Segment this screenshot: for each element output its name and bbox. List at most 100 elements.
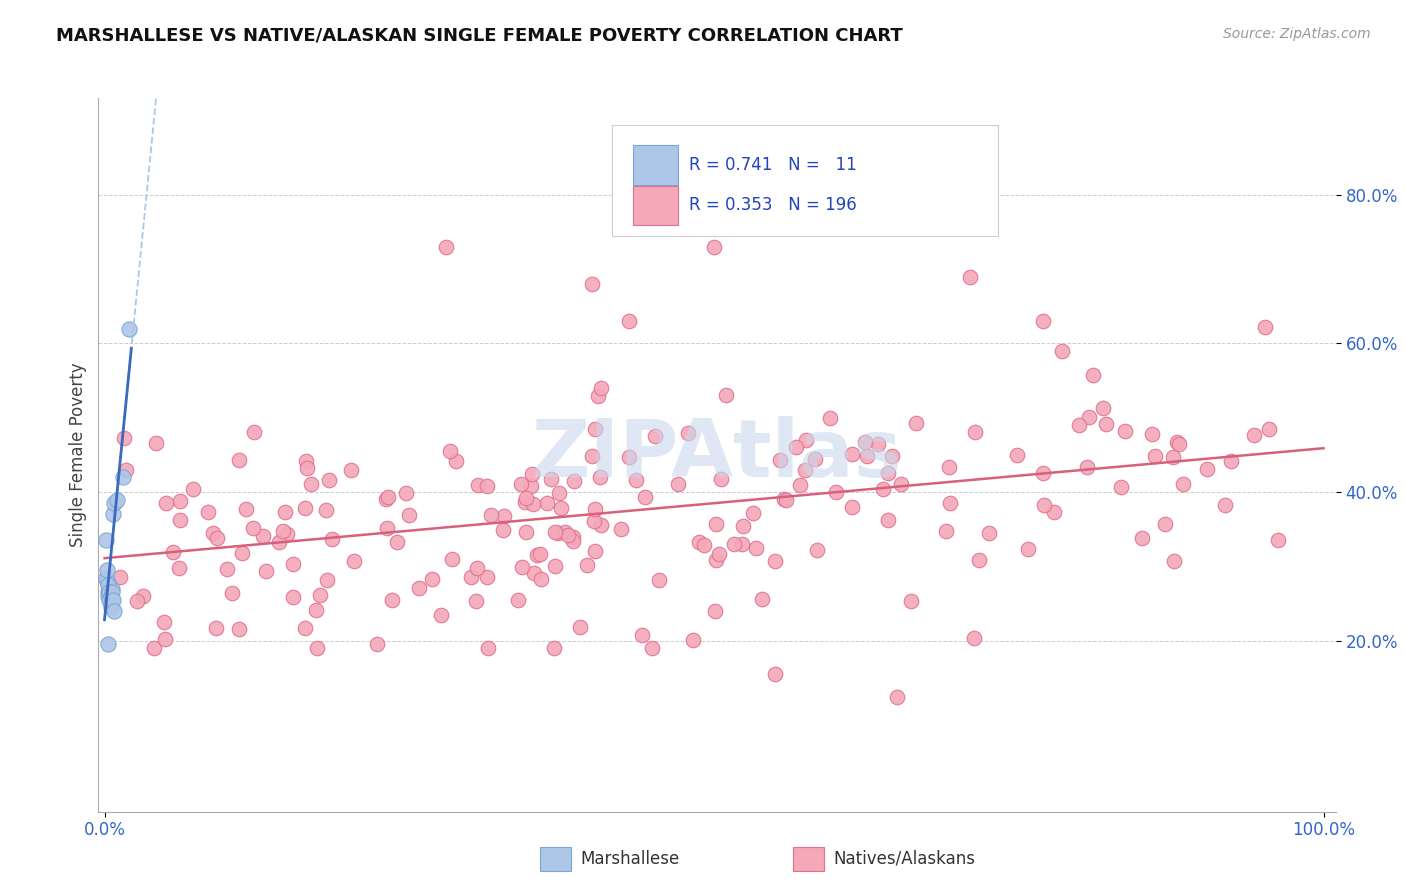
Point [890, 476, 912, 491]
Point [967, 553, 990, 567]
Point [1032, 314, 1054, 328]
Point [581, 449, 603, 463]
Point [97, 578, 120, 592]
Point [589, 470, 612, 484]
Point [1213, 498, 1236, 512]
Point [1166, 435, 1188, 450]
Point [1109, 480, 1132, 494]
Point [510, 477, 533, 491]
Point [529, 547, 551, 561]
Point [377, 490, 399, 504]
Point [98, 578, 121, 592]
Point [96, 574, 118, 589]
Point [105, 492, 128, 507]
Point [741, 506, 763, 520]
Point [103, 496, 125, 510]
Point [243, 425, 266, 440]
Point [269, 535, 291, 549]
Point [101, 508, 124, 522]
Point [610, 522, 633, 536]
Point [1076, 460, 1098, 475]
Point [1163, 554, 1185, 568]
Point [745, 541, 768, 555]
Point [589, 517, 612, 532]
Point [132, 589, 155, 603]
Point [723, 536, 745, 550]
Point [877, 512, 900, 526]
Point [550, 501, 572, 516]
Point [641, 641, 664, 656]
Point [506, 592, 529, 607]
Point [544, 558, 567, 573]
Point [624, 474, 647, 488]
Point [202, 526, 225, 541]
Point [430, 607, 453, 622]
Point [98, 592, 121, 607]
Point [439, 443, 461, 458]
Point [1258, 422, 1281, 436]
Point [900, 594, 922, 608]
Point [547, 525, 569, 540]
Point [540, 472, 562, 486]
Point [162, 545, 184, 559]
Point [872, 482, 894, 496]
Point [118, 321, 141, 335]
Point [877, 467, 900, 481]
Point [557, 528, 579, 542]
Point [94, 533, 117, 548]
Point [100, 600, 122, 615]
Point [634, 490, 657, 504]
Point [381, 593, 404, 607]
Text: R = 0.353   N = 196: R = 0.353 N = 196 [689, 196, 856, 214]
Point [153, 615, 176, 629]
Point [108, 570, 131, 584]
Point [1017, 541, 1039, 556]
Point [315, 502, 337, 516]
Point [617, 450, 640, 464]
Point [1081, 368, 1104, 382]
Point [97, 637, 120, 651]
Point [492, 523, 515, 537]
Point [385, 535, 408, 549]
Point [115, 463, 138, 477]
Point [644, 429, 666, 443]
Point [904, 416, 927, 430]
Point [1005, 448, 1028, 462]
Point [475, 570, 498, 584]
Point [398, 508, 420, 522]
Point [1042, 505, 1064, 519]
Point [962, 631, 984, 645]
Point [1114, 424, 1136, 438]
Point [153, 632, 176, 646]
Point [682, 633, 704, 648]
Point [763, 667, 786, 681]
Point [568, 620, 591, 634]
Point [804, 451, 827, 466]
Point [167, 561, 190, 575]
Point [583, 422, 606, 436]
Point [703, 240, 725, 254]
Point [1220, 453, 1243, 467]
Point [1130, 532, 1153, 546]
Point [939, 496, 962, 510]
Point [283, 557, 305, 571]
Point [395, 486, 418, 500]
Point [228, 622, 250, 636]
Point [242, 521, 264, 535]
Point [444, 454, 467, 468]
Point [519, 479, 541, 493]
Point [100, 589, 122, 603]
Point [1254, 320, 1277, 334]
Point [283, 591, 305, 605]
Point [575, 558, 598, 573]
Point [938, 460, 960, 475]
Text: Source: ZipAtlas.com: Source: ZipAtlas.com [1223, 27, 1371, 41]
Point [631, 628, 654, 642]
Point [125, 594, 148, 608]
Point [543, 641, 565, 656]
Point [460, 569, 482, 583]
Point [1067, 418, 1090, 433]
Point [886, 690, 908, 704]
Point [204, 622, 226, 636]
Point [977, 525, 1000, 540]
